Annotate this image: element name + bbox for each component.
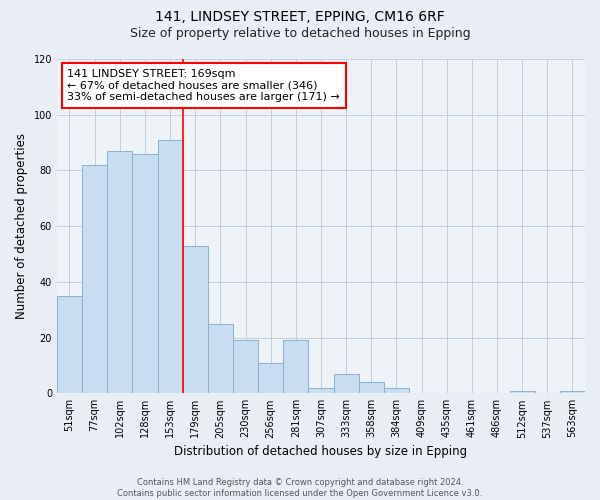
Text: Contains HM Land Registry data © Crown copyright and database right 2024.
Contai: Contains HM Land Registry data © Crown c…: [118, 478, 482, 498]
Y-axis label: Number of detached properties: Number of detached properties: [15, 133, 28, 319]
Bar: [384, 388, 409, 394]
Bar: [133, 154, 158, 394]
Bar: [359, 382, 384, 394]
Bar: [182, 246, 208, 394]
Bar: [233, 340, 258, 394]
Text: 141 LINDSEY STREET: 169sqm
← 67% of detached houses are smaller (346)
33% of sem: 141 LINDSEY STREET: 169sqm ← 67% of deta…: [67, 69, 340, 102]
Bar: [57, 296, 82, 394]
Bar: [158, 140, 182, 394]
Bar: [82, 165, 107, 394]
Bar: [107, 151, 133, 394]
Bar: [258, 362, 283, 394]
X-axis label: Distribution of detached houses by size in Epping: Distribution of detached houses by size …: [175, 444, 467, 458]
Bar: [283, 340, 308, 394]
Bar: [509, 390, 535, 394]
Bar: [334, 374, 359, 394]
Bar: [308, 388, 334, 394]
Text: 141, LINDSEY STREET, EPPING, CM16 6RF: 141, LINDSEY STREET, EPPING, CM16 6RF: [155, 10, 445, 24]
Bar: [560, 390, 585, 394]
Bar: [208, 324, 233, 394]
Text: Size of property relative to detached houses in Epping: Size of property relative to detached ho…: [130, 28, 470, 40]
